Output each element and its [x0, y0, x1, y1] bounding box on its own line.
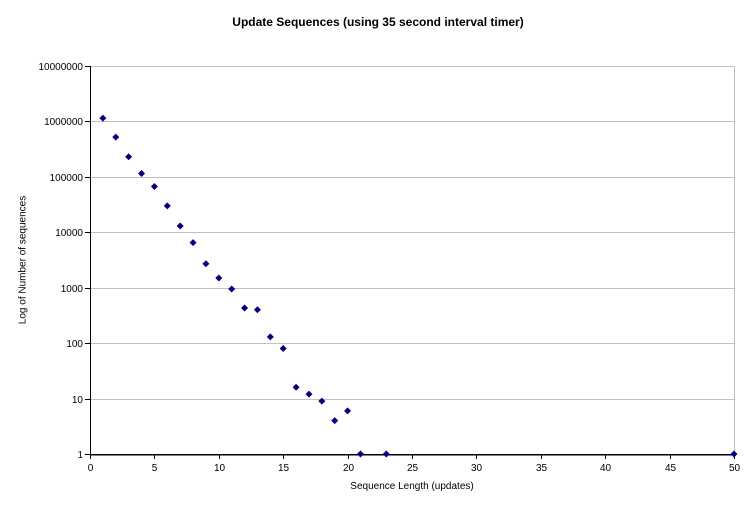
data-point — [112, 133, 120, 141]
data-point — [125, 153, 133, 161]
y-tick-label: 10000000 — [39, 62, 84, 73]
y-tick-label: 100 — [66, 339, 83, 350]
x-axis-title: Sequence Length (updates) — [350, 481, 474, 492]
data-point — [176, 222, 184, 230]
x-tick-label: 0 — [88, 463, 94, 474]
data-point — [99, 114, 107, 122]
data-point — [241, 304, 249, 312]
y-tick-label: 10000 — [55, 228, 83, 239]
data-point — [279, 345, 287, 353]
y-tick-label: 1000000 — [44, 117, 83, 128]
y-tick-label: 1 — [77, 450, 83, 461]
data-point — [138, 169, 146, 177]
chart-title: Update Sequences (using 35 second interv… — [232, 15, 524, 29]
data-point — [344, 407, 352, 415]
x-tick-label: 10 — [214, 463, 226, 474]
data-point — [215, 274, 223, 282]
data-point — [150, 182, 158, 190]
data-point — [382, 450, 390, 458]
data-point — [189, 239, 197, 247]
y-tick-label: 10 — [72, 395, 84, 406]
data-point — [292, 383, 300, 391]
data-point — [356, 450, 364, 458]
data-point — [228, 285, 236, 293]
data-point — [266, 333, 274, 341]
data-point — [163, 202, 171, 210]
data-point — [730, 450, 738, 458]
x-tick-label: 30 — [471, 463, 483, 474]
data-point — [318, 397, 326, 405]
x-tick-label: 20 — [343, 463, 355, 474]
x-tick-label: 35 — [536, 463, 548, 474]
data-point — [331, 417, 339, 425]
x-tick-label: 45 — [665, 463, 677, 474]
x-tick-label: 50 — [729, 463, 741, 474]
x-tick-label: 25 — [407, 463, 419, 474]
data-point — [202, 260, 210, 268]
x-tick-label: 15 — [278, 463, 290, 474]
data-point — [253, 306, 261, 314]
y-tick-label: 100000 — [50, 173, 84, 184]
x-tick-label: 5 — [152, 463, 158, 474]
x-tick-label: 40 — [600, 463, 612, 474]
y-tick-label: 1000 — [61, 284, 84, 295]
data-point — [305, 390, 313, 398]
